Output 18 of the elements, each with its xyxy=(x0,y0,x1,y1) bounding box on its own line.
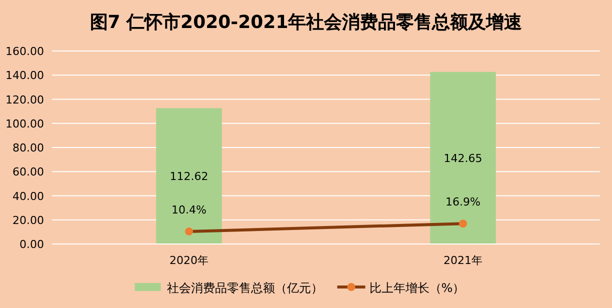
y-tick-label: 120.00 xyxy=(6,93,44,106)
legend-label: 社会消费品零售总额（亿元） xyxy=(166,281,323,295)
y-tick-label: 60.00 xyxy=(12,166,44,179)
data-label: 10.4% xyxy=(172,203,206,216)
y-tick-label: 20.00 xyxy=(12,214,44,227)
data-label: 16.9% xyxy=(446,196,480,209)
data-label: 112.62 xyxy=(170,170,208,184)
data-label: 142.65 xyxy=(444,152,482,165)
y-tick-label: 80.00 xyxy=(12,142,44,154)
legend-label: 比上年增长（%） xyxy=(369,281,465,295)
chart-title: 图7 仁怀市2020-2021年社会消费品零售总额及增速 xyxy=(90,12,522,33)
y-tick-label: 140.00 xyxy=(6,69,44,82)
y-tick-label: 40.00 xyxy=(12,190,44,203)
x-tick-label: 2020年 xyxy=(170,254,208,267)
y-tick-label: 160.00 xyxy=(6,45,44,58)
y-tick-label: 0.00 xyxy=(20,238,44,251)
y-tick-label: 100.00 xyxy=(6,117,44,130)
x-tick-label: 2021年 xyxy=(444,254,482,267)
